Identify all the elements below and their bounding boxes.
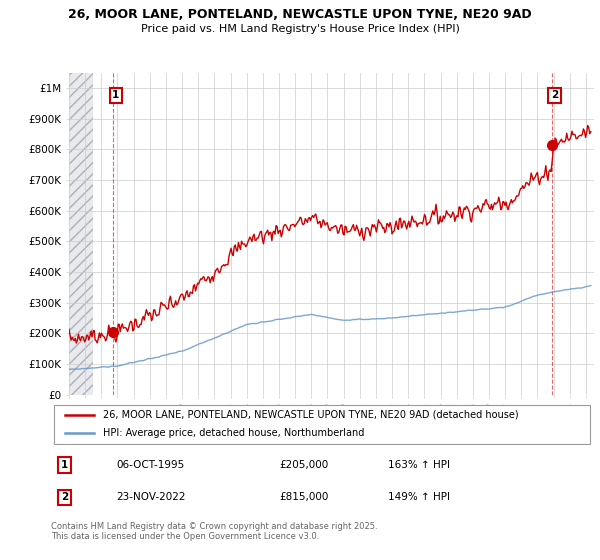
Text: 163% ↑ HPI: 163% ↑ HPI: [388, 460, 449, 470]
Bar: [69, 57, 93, 395]
Text: 23-NOV-2022: 23-NOV-2022: [116, 492, 185, 502]
Text: 26, MOOR LANE, PONTELAND, NEWCASTLE UPON TYNE, NE20 9AD: 26, MOOR LANE, PONTELAND, NEWCASTLE UPON…: [68, 8, 532, 21]
Text: 1: 1: [61, 460, 68, 470]
Text: 2: 2: [551, 90, 558, 100]
Text: 26, MOOR LANE, PONTELAND, NEWCASTLE UPON TYNE, NE20 9AD (detached house): 26, MOOR LANE, PONTELAND, NEWCASTLE UPON…: [103, 410, 518, 420]
Text: 1: 1: [112, 90, 119, 100]
Text: 2: 2: [61, 492, 68, 502]
Text: £815,000: £815,000: [279, 492, 328, 502]
Text: Price paid vs. HM Land Registry's House Price Index (HPI): Price paid vs. HM Land Registry's House …: [140, 24, 460, 34]
FancyBboxPatch shape: [54, 405, 590, 444]
Text: Contains HM Land Registry data © Crown copyright and database right 2025.
This d: Contains HM Land Registry data © Crown c…: [51, 522, 377, 542]
Text: £205,000: £205,000: [279, 460, 328, 470]
Text: HPI: Average price, detached house, Northumberland: HPI: Average price, detached house, Nort…: [103, 428, 364, 438]
Text: 06-OCT-1995: 06-OCT-1995: [116, 460, 184, 470]
Text: 149% ↑ HPI: 149% ↑ HPI: [388, 492, 449, 502]
